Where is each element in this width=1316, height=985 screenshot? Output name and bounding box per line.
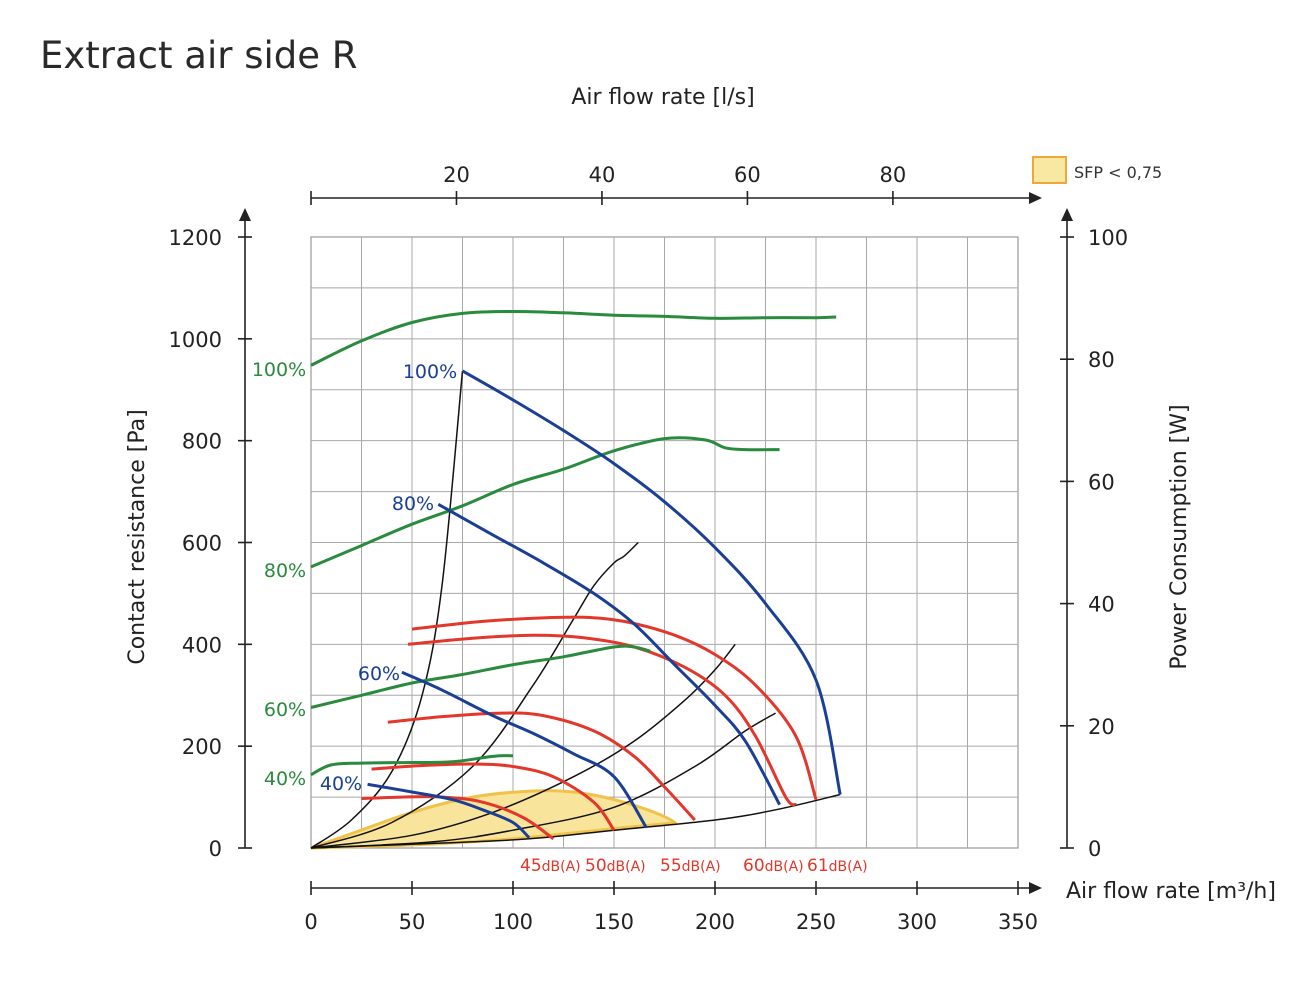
y-tick-label: 1000 [169,328,222,352]
x-tick-label: 100 [493,910,533,934]
y2-tick-label: 0 [1088,837,1101,861]
y-tick-label: 400 [182,633,222,657]
x-tick-label: 50 [399,910,426,934]
fan-curve-40pct [367,782,531,839]
x-axis-arrow-icon [1029,882,1042,894]
fan-curve-label: 40% [320,773,362,795]
power-curve-label: 40% [264,768,306,790]
x-tick-label: 250 [796,910,836,934]
sound-curve-45db [361,795,555,841]
sound-curve-50db [371,762,616,832]
y-tick-label: 600 [182,532,222,556]
power-curve-80pct [310,436,780,569]
power-curve-60pct [310,644,651,709]
sound-level-label: 50dB(A) [585,856,646,876]
system-curve [310,643,736,849]
x-tick-label: 300 [897,910,937,934]
top-tick-label: 20 [443,163,470,187]
y-tick-label: 200 [182,735,222,759]
power-curve-100pct [310,309,837,367]
y2-axis-arrow-icon [1061,208,1073,221]
fan-curve-100pct [461,369,842,795]
fan-curve-label: 100% [403,361,457,383]
y2-tick-label: 20 [1088,715,1115,739]
sound-curve-55db [387,711,696,822]
y2-axis-title: Power Consumption [W] [1167,404,1192,669]
y-axis-title: Contact resistance [Pa] [125,409,150,664]
system-curve [310,793,841,849]
sound-level-label: 55dB(A) [660,856,721,876]
sound-level-label: 61dB(A) [807,856,868,876]
top-tick-label: 80 [880,163,907,187]
fan-curve-label: 60% [358,663,400,685]
sound-level-label: 60dB(A) [743,856,804,876]
y2-tick-label: 80 [1088,348,1115,372]
y2-tick-label: 60 [1088,470,1115,494]
x-tick-label: 350 [998,910,1038,934]
power-curve-label: 60% [264,699,306,721]
sound-curve-61db [411,615,818,801]
y2-tick-label: 40 [1088,593,1115,617]
sound-level-label: 45dB(A) [520,856,581,876]
x-axis-title: Air flow rate [m³/h] [1066,879,1276,904]
fan-curve-label: 80% [392,493,434,515]
y-axis-arrow-icon [239,208,251,221]
fan-curve-60pct [401,670,648,829]
top-axis-title: Air flow rate [l/s] [571,85,754,110]
power-curve-40pct [310,754,514,777]
page-title: Extract air side R [40,34,358,77]
top-tick-label: 40 [589,163,616,187]
y-tick-label: 1200 [169,226,222,250]
power-curve-label: 80% [264,560,306,582]
y-tick-label: 800 [182,430,222,454]
x-tick-label: 200 [695,910,735,934]
legend-label-sfp: SFP < 0,75 [1074,163,1162,182]
system-curve [310,541,639,849]
system-curve [310,370,464,849]
x-tick-label: 0 [304,910,317,934]
y-tick-label: 0 [209,837,222,861]
sound-curve-60db [407,633,797,807]
y2-tick-label: 100 [1088,226,1128,250]
top-axis-arrow-icon [1029,192,1042,204]
x-tick-label: 150 [594,910,634,934]
power-curve-label: 100% [252,359,306,381]
fan-curve-80pct [437,502,781,806]
legend-swatch-sfp [1032,156,1067,184]
top-tick-label: 60 [734,163,761,187]
